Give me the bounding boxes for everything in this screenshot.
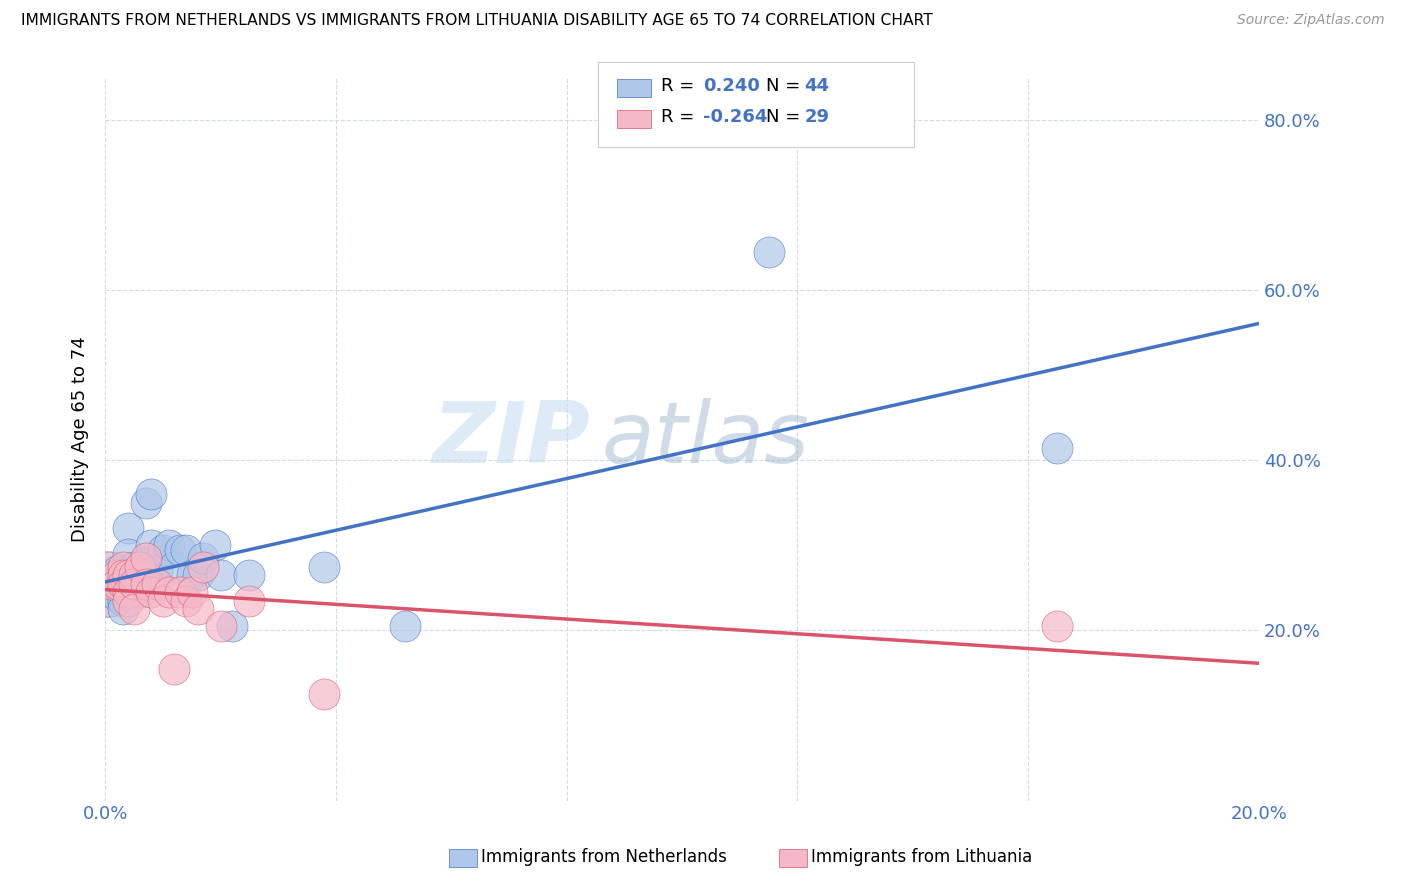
Point xyxy=(141,568,163,582)
Point xyxy=(122,576,145,591)
Point xyxy=(135,496,157,510)
Point xyxy=(128,559,150,574)
Point xyxy=(128,568,150,582)
Text: N =: N = xyxy=(766,77,806,95)
Point xyxy=(314,559,336,574)
Text: ZIP: ZIP xyxy=(432,398,589,481)
Point xyxy=(111,576,134,591)
Point xyxy=(157,538,180,552)
Point xyxy=(105,576,128,591)
Text: -0.264: -0.264 xyxy=(703,108,768,126)
Point xyxy=(111,602,134,616)
Point xyxy=(105,576,128,591)
Point xyxy=(221,619,243,633)
Point xyxy=(128,585,150,599)
Point xyxy=(157,585,180,599)
Point xyxy=(141,585,163,599)
Point xyxy=(135,555,157,569)
Point xyxy=(122,576,145,591)
Point xyxy=(1046,619,1069,633)
Point xyxy=(117,585,139,599)
Point xyxy=(193,551,215,566)
Point xyxy=(163,559,186,574)
Point xyxy=(100,576,122,591)
Point xyxy=(180,585,202,599)
Point xyxy=(111,568,134,582)
Point xyxy=(117,521,139,535)
Point xyxy=(117,585,139,599)
Point xyxy=(163,662,186,676)
Point xyxy=(141,538,163,552)
Point xyxy=(117,547,139,561)
Point xyxy=(135,576,157,591)
Point xyxy=(193,559,215,574)
Text: 44: 44 xyxy=(804,77,830,95)
Point xyxy=(238,568,260,582)
Point xyxy=(186,568,208,582)
Text: 0.240: 0.240 xyxy=(703,77,759,95)
Text: Source: ZipAtlas.com: Source: ZipAtlas.com xyxy=(1237,13,1385,28)
Point xyxy=(174,542,197,557)
Point xyxy=(122,568,145,582)
Point xyxy=(117,568,139,582)
Point xyxy=(204,538,226,552)
Point xyxy=(146,564,169,578)
Point xyxy=(111,593,134,607)
Point xyxy=(122,559,145,574)
Point xyxy=(117,593,139,607)
Point xyxy=(152,593,174,607)
Point xyxy=(97,576,120,591)
Point xyxy=(105,564,128,578)
Text: Immigrants from Lithuania: Immigrants from Lithuania xyxy=(811,848,1032,866)
Text: IMMIGRANTS FROM NETHERLANDS VS IMMIGRANTS FROM LITHUANIA DISABILITY AGE 65 TO 74: IMMIGRANTS FROM NETHERLANDS VS IMMIGRANT… xyxy=(21,13,932,29)
Point xyxy=(100,585,122,599)
Point xyxy=(394,619,416,633)
Point xyxy=(209,568,232,582)
Point xyxy=(209,619,232,633)
Point xyxy=(135,551,157,566)
Point xyxy=(117,568,139,582)
Text: Immigrants from Netherlands: Immigrants from Netherlands xyxy=(481,848,727,866)
Text: 29: 29 xyxy=(804,108,830,126)
Point xyxy=(180,568,202,582)
Point xyxy=(169,542,191,557)
Point xyxy=(117,576,139,591)
Point xyxy=(122,568,145,582)
Point xyxy=(1046,441,1069,455)
Point xyxy=(758,244,780,259)
Point xyxy=(111,585,134,599)
Text: atlas: atlas xyxy=(602,398,810,481)
Text: R =: R = xyxy=(661,77,700,95)
Point xyxy=(105,568,128,582)
Point xyxy=(97,576,120,591)
Point xyxy=(105,590,128,604)
Point xyxy=(152,542,174,557)
Point xyxy=(111,573,134,587)
Point xyxy=(146,576,169,591)
Point xyxy=(174,593,197,607)
Point xyxy=(128,559,150,574)
Point xyxy=(111,576,134,591)
Point xyxy=(122,602,145,616)
Y-axis label: Disability Age 65 to 74: Disability Age 65 to 74 xyxy=(72,336,89,542)
Point xyxy=(100,576,122,591)
Point xyxy=(111,559,134,574)
Point xyxy=(141,487,163,501)
Point xyxy=(122,585,145,599)
Point xyxy=(238,593,260,607)
Point xyxy=(314,687,336,701)
Text: N =: N = xyxy=(766,108,806,126)
Point xyxy=(186,602,208,616)
Text: R =: R = xyxy=(661,108,700,126)
Point xyxy=(169,585,191,599)
